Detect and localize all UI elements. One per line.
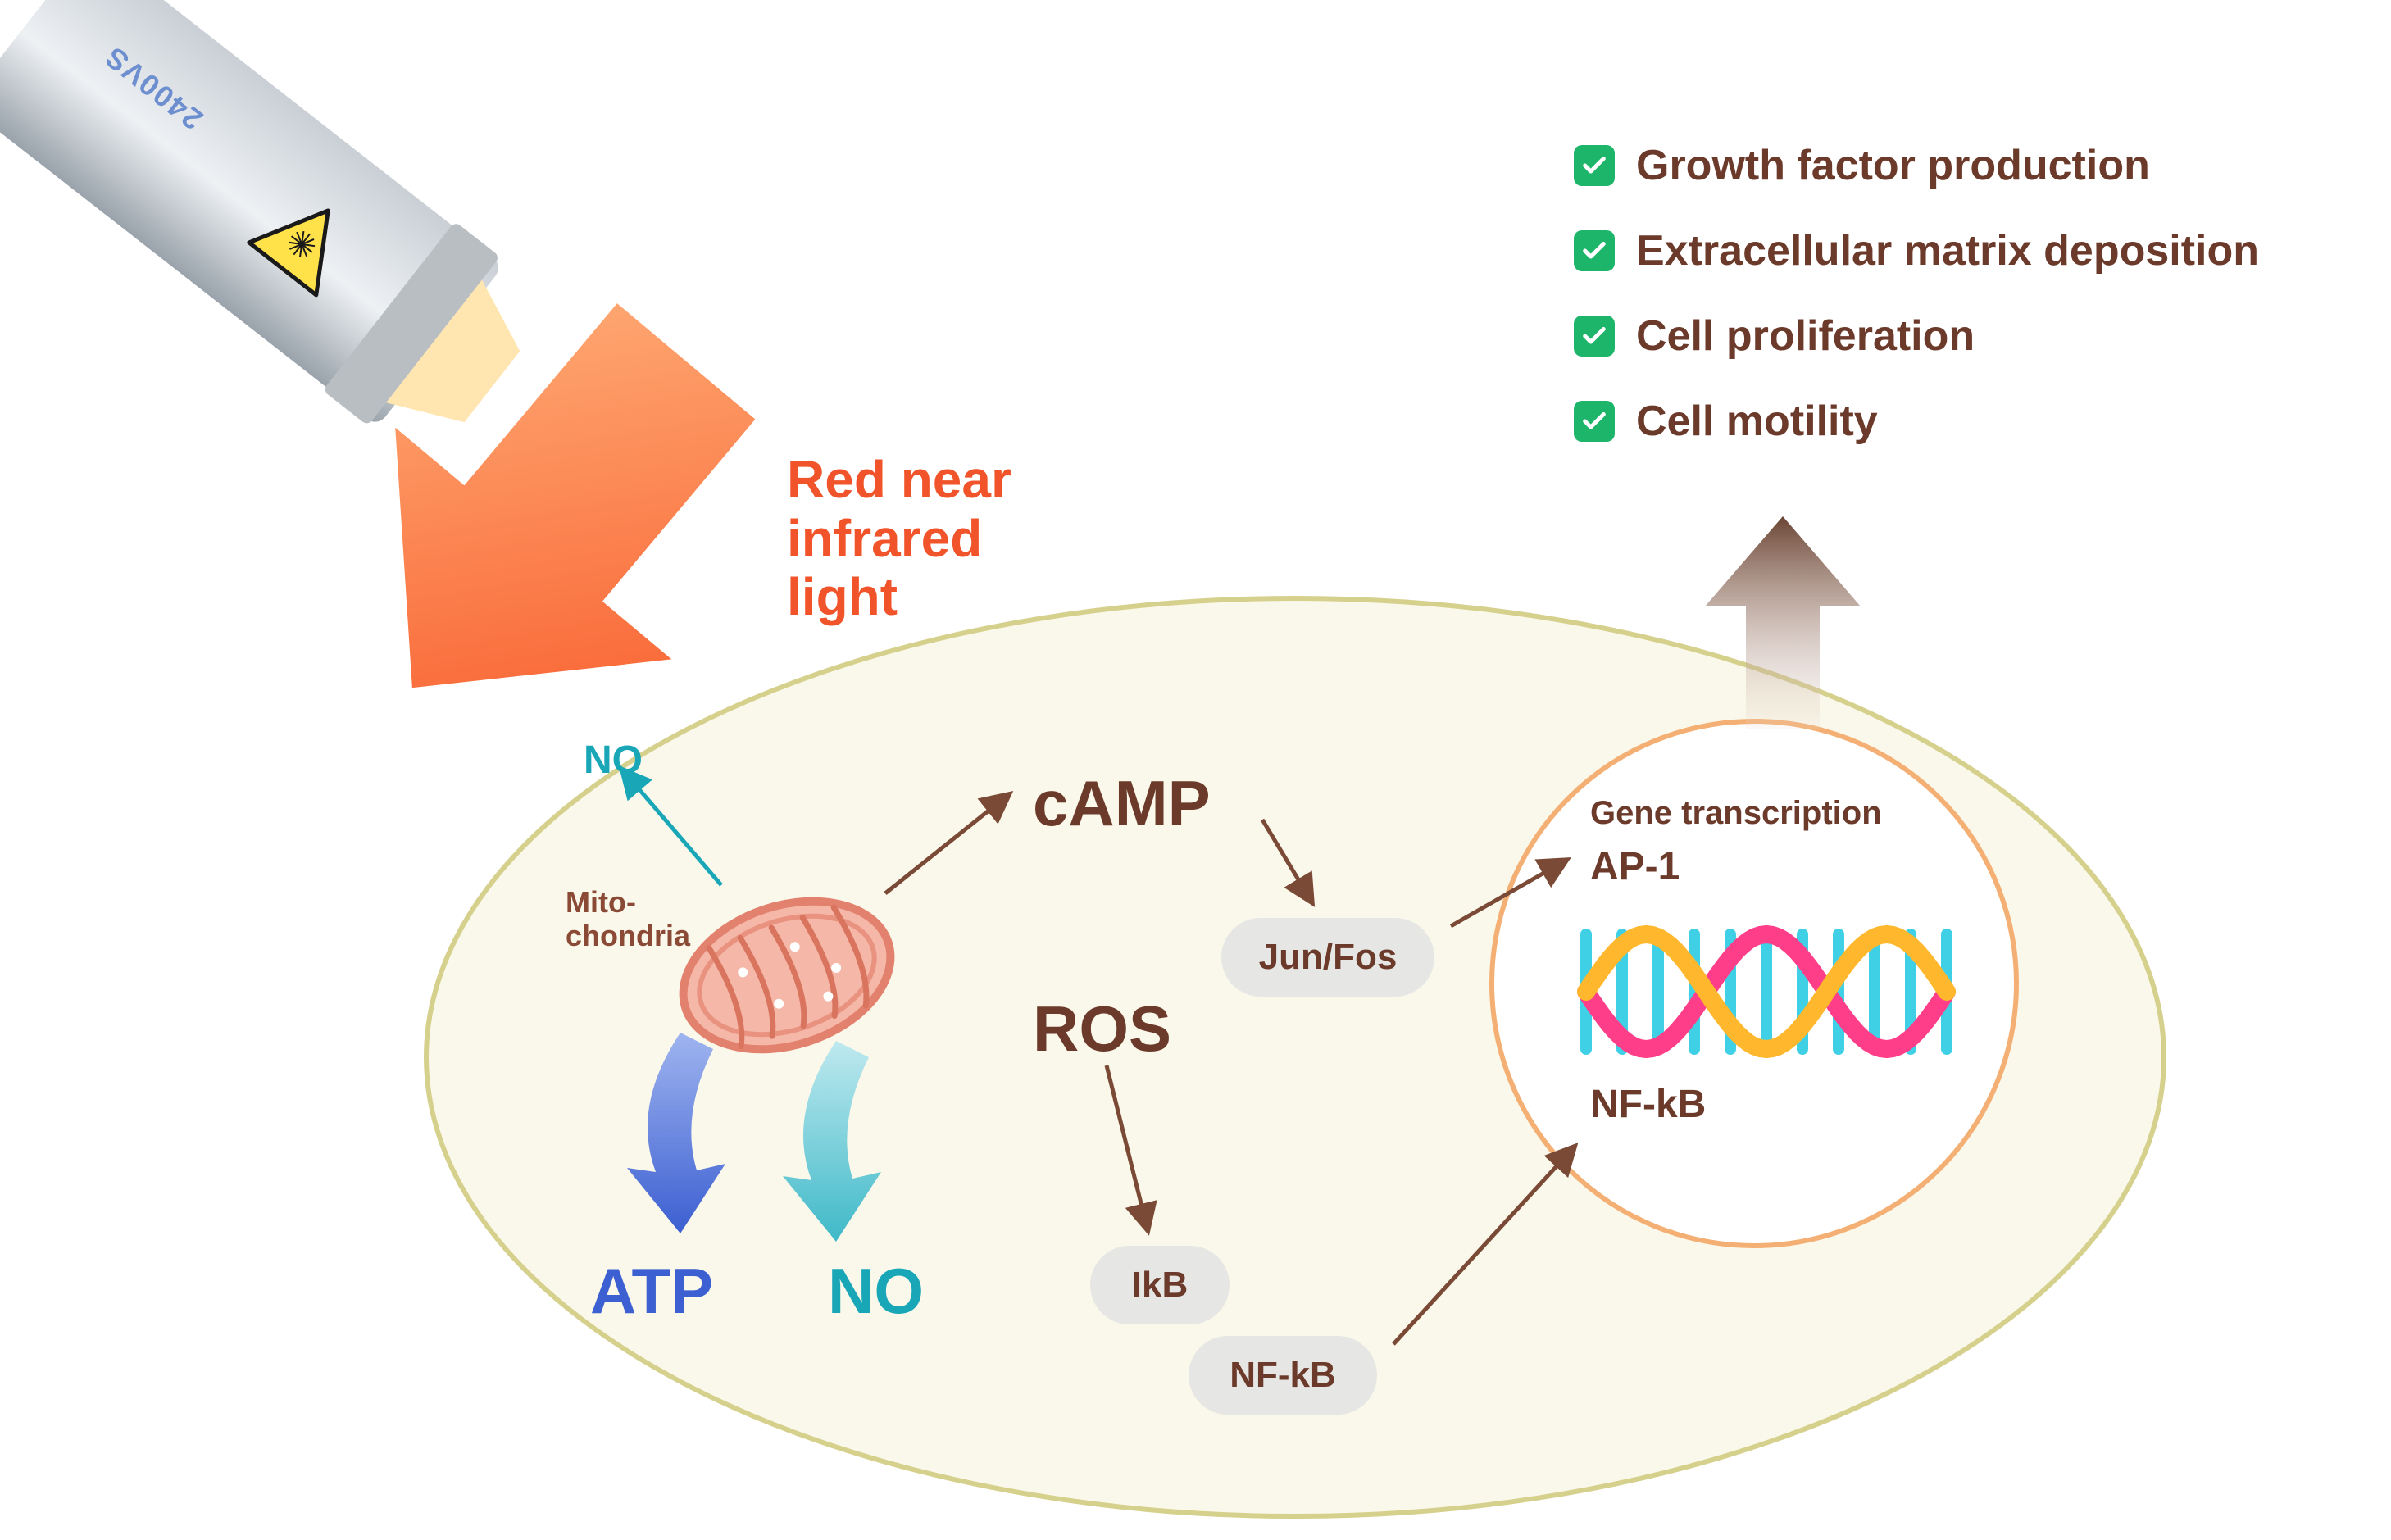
outcome-row-1: Extracellular matrix deposition (1574, 208, 2259, 293)
check-icon (1574, 316, 1615, 357)
label-NO_bot: NO (828, 1254, 924, 1329)
outcome-text-1: Extracellular matrix deposition (1636, 226, 2259, 275)
nfkb-nucleus-label: NF-kB (1590, 1082, 1706, 1127)
label-ATP: ATP (590, 1254, 713, 1329)
check-icon (1574, 230, 1615, 271)
outcome-text-0: Growth factor production (1636, 141, 2150, 190)
label-NO_top: NO (584, 738, 643, 783)
outcome-text-2: Cell proliferation (1636, 311, 1975, 361)
diagram-stage: 2400VS Red near infrared lightMito- chon… (0, 0, 2391, 1540)
check-icon (1574, 145, 1615, 186)
label-cAMP: cAMP (1033, 766, 1211, 841)
outcome-row-3: Cell motility (1574, 379, 2259, 464)
label-ROS: ROS (1033, 992, 1171, 1066)
ap1-label: AP-1 (1590, 844, 1680, 889)
pill-JunFos: Jun/Fos (1221, 918, 1434, 997)
outcome-row-2: Cell proliferation (1574, 293, 2259, 379)
pill-NFkB: NF-kB (1189, 1336, 1377, 1415)
pill-IkB: IkB (1090, 1246, 1230, 1324)
outcome-row-0: Growth factor production (1574, 123, 2259, 208)
red-nir-light-label: Red near infrared light (787, 451, 1011, 627)
mitochondria-label: Mito- chondria (566, 885, 690, 953)
check-icon (1574, 401, 1615, 442)
outcomes-checklist: Growth factor production Extracellular ma… (1574, 123, 2259, 464)
outcome-text-3: Cell motility (1636, 397, 1878, 446)
gene-transcription-label: Gene transcription (1590, 795, 1882, 832)
